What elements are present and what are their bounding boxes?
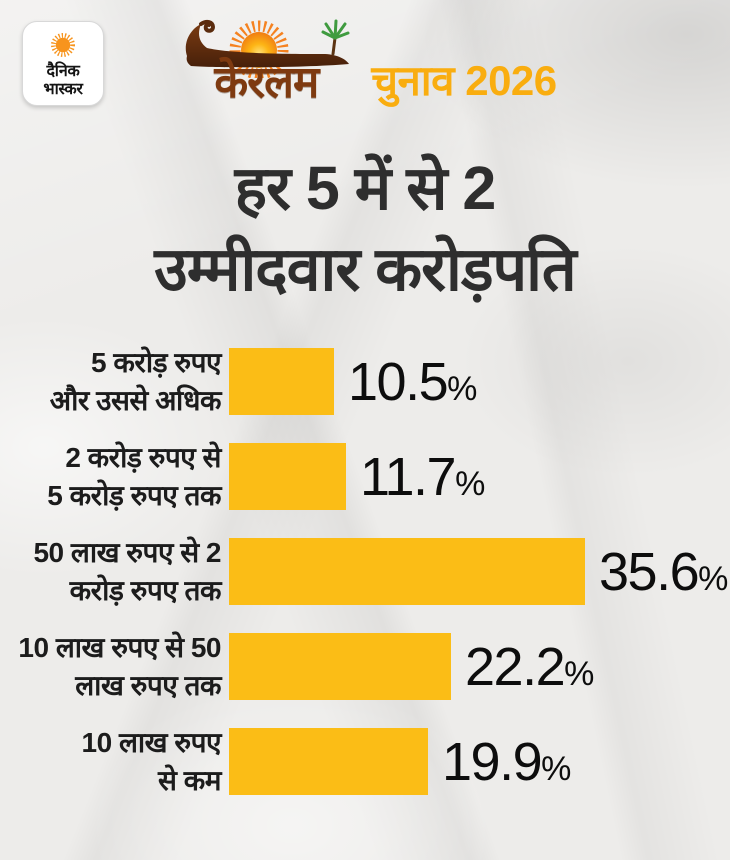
bar-value-number: 22.2 [465, 636, 566, 697]
chart-row: 10 लाख रुपए से कम 19.9% [0, 727, 730, 796]
bar [229, 443, 346, 511]
bar-value-unit: % [698, 559, 729, 598]
bar-value: 19.9% [442, 731, 571, 793]
bar-value: 35.6% [599, 541, 728, 603]
logo-title: केरलम [214, 58, 319, 107]
bar-value-number: 10.5 [348, 351, 449, 412]
brand-name: दैनिक भास्कर [43, 63, 83, 98]
wealth-bar-chart: 5 करोड़ रुपए और उससे अधिक 10.5% 2 करोड़ … [0, 347, 730, 796]
bar-value-unit: % [564, 654, 595, 693]
bar-label: 10 लाख रुपए से 50 लाख रुपए तक [18, 632, 221, 701]
page-title: हर 5 में से 2 उम्मीदवार करोड़पति [154, 154, 576, 304]
bar-label: 50 लाख रुपए से 2 करोड़ रुपए तक [33, 537, 221, 606]
dainik-bhaskar-logo: दैनिक भास्कर [22, 21, 104, 106]
chart-row: 2 करोड़ रुपए से 5 करोड़ रुपए तक 11.7% [0, 442, 730, 511]
logo-subtitle: चुनाव 2026 [371, 57, 557, 104]
bar-value: 11.7% [360, 446, 485, 508]
bar-value-unit: % [447, 369, 478, 408]
bar-value-unit: % [541, 749, 572, 788]
bar [229, 348, 334, 416]
boat-sun-palm-icon [186, 19, 350, 78]
chart-row: 10 लाख रुपए से 50 लाख रुपए तक 22.2% [0, 632, 730, 701]
bar-value-unit: % [455, 464, 486, 503]
bar [229, 538, 585, 606]
chart-row: 50 लाख रुपए से 2 करोड़ रुपए तक 35.6% [0, 537, 730, 606]
bar-value-number: 11.7 [360, 446, 457, 507]
keralam-chunav-logo: केरलम चुनाव 2026 [0, 14, 730, 110]
keralam-boat-art: केरलम [173, 14, 359, 110]
palm-tree-icon [321, 19, 350, 56]
bar-value-number: 35.6 [599, 541, 700, 602]
bar-label: 10 लाख रुपए से कम [81, 727, 222, 796]
bar [229, 728, 428, 796]
bar-label: 2 करोड़ रुपए से 5 करोड़ रुपए तक [47, 442, 221, 511]
bar-label: 5 करोड़ रुपए और उससे अधिक [49, 347, 222, 416]
chart-row: 5 करोड़ रुपए और उससे अधिक 10.5% [0, 347, 730, 416]
bar [229, 633, 451, 701]
bar-value: 10.5% [348, 351, 477, 413]
header: दैनिक भास्कर [0, 0, 730, 126]
bar-value: 22.2% [465, 636, 594, 698]
bar-value-number: 19.9 [442, 731, 543, 792]
sun-icon [47, 29, 79, 61]
